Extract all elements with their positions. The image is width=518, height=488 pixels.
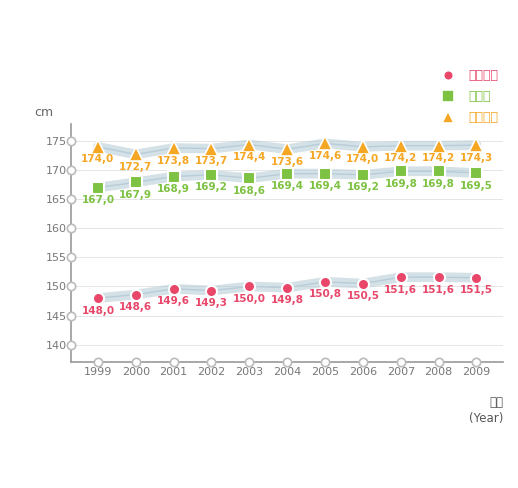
Text: 151,5: 151,5 xyxy=(460,285,493,295)
Text: 174,0: 174,0 xyxy=(81,154,114,164)
Text: 174,3: 174,3 xyxy=(460,153,493,163)
Text: 168,9: 168,9 xyxy=(157,184,190,194)
Text: 151,6: 151,6 xyxy=(422,285,455,295)
Text: 168,6: 168,6 xyxy=(233,186,266,196)
Text: 149,6: 149,6 xyxy=(157,296,190,306)
Text: 150,0: 150,0 xyxy=(233,294,266,304)
Text: 174,0: 174,0 xyxy=(347,154,380,164)
Text: 169,2: 169,2 xyxy=(195,183,228,192)
Text: 169,4: 169,4 xyxy=(271,181,304,191)
Text: 149,8: 149,8 xyxy=(271,295,304,305)
Text: 148,0: 148,0 xyxy=(81,305,114,316)
Text: 172,7: 172,7 xyxy=(119,162,152,172)
Text: 167,0: 167,0 xyxy=(81,195,114,205)
Text: 149,3: 149,3 xyxy=(195,298,228,308)
Text: 167,9: 167,9 xyxy=(119,190,152,200)
Text: 174,4: 174,4 xyxy=(233,152,266,162)
Text: 174,2: 174,2 xyxy=(422,153,455,163)
Legend: 초등학교, 중학교, 고등학교: 초등학교, 중학교, 고등학교 xyxy=(430,64,503,129)
Text: 169,2: 169,2 xyxy=(347,183,379,192)
Text: 174,2: 174,2 xyxy=(384,153,418,163)
Text: 169,4: 169,4 xyxy=(309,181,341,191)
Text: cm: cm xyxy=(34,106,53,119)
Text: 174,6: 174,6 xyxy=(308,151,342,161)
Text: 연도
(Year): 연도 (Year) xyxy=(469,395,503,425)
Text: 173,6: 173,6 xyxy=(270,157,304,167)
Text: 148,6: 148,6 xyxy=(119,302,152,312)
Text: 169,8: 169,8 xyxy=(384,179,417,189)
Text: 173,7: 173,7 xyxy=(195,156,228,166)
Text: 173,8: 173,8 xyxy=(157,156,190,165)
Text: 150,5: 150,5 xyxy=(347,291,379,301)
Text: 169,5: 169,5 xyxy=(460,181,493,191)
Text: 151,6: 151,6 xyxy=(384,285,418,295)
Text: 150,8: 150,8 xyxy=(309,289,341,300)
Text: 169,8: 169,8 xyxy=(422,179,455,189)
